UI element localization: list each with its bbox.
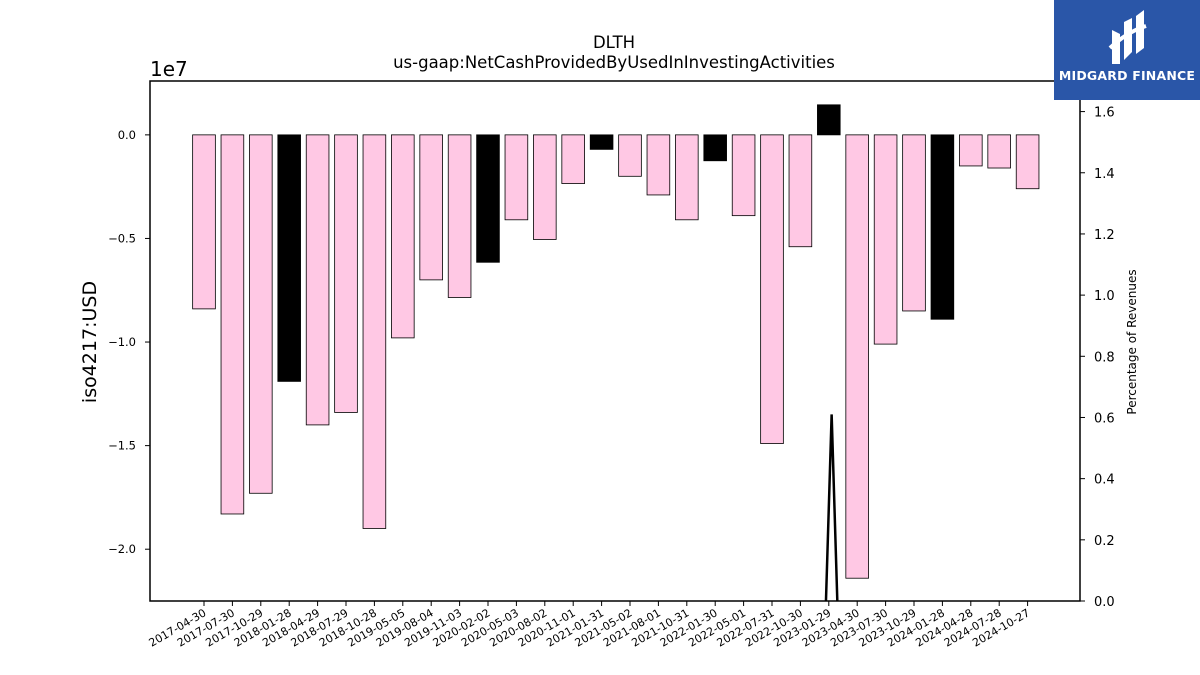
bar-2024-01-28 (930, 134, 955, 320)
x-ticks-group: 2017-04-302017-07-302017-10-292018-01-28… (147, 601, 1032, 650)
bar-2023-01-29 (817, 104, 841, 136)
y2-tick-label: 0.2 (1094, 534, 1115, 549)
bar-2021-01-31 (589, 134, 614, 150)
y-tick-label: −2.0 (108, 542, 136, 556)
bar-2017-10-29 (249, 134, 273, 494)
y2-tick-label: 1.4 (1094, 167, 1115, 182)
y2-tick-label: 1.0 (1094, 289, 1115, 304)
bars-group (192, 104, 1040, 579)
bar-2018-07-29 (334, 134, 358, 413)
midgard-logo-icon (1108, 10, 1147, 64)
y-tick-label: 0.0 (118, 128, 136, 142)
y2-ticks-group: 0.0 0.2 0.4 0.6 0.8 1.0 1.2 1.4 1.6 (1080, 106, 1115, 610)
bar-2022-10-30 (788, 134, 813, 248)
y2-tick-label: 0.8 (1094, 350, 1115, 365)
y-ticks-group: 0.0 −0.5 −1.0 −1.5 −2.0 (108, 128, 150, 556)
bar-2019-08-04 (419, 134, 443, 281)
y-offset-label: 1e7 (150, 57, 188, 81)
plot-frame (149, 80, 1081, 602)
y-tick-label: −0.5 (108, 231, 136, 245)
brand-name: MIDGARD FINANCE (1058, 68, 1196, 83)
bar-2017-04-30 (192, 134, 216, 310)
bar-2020-08-02 (533, 134, 557, 240)
bar-2018-01-28 (277, 134, 301, 382)
bar-2024-07-28 (987, 134, 1011, 169)
y2-tick-label: 0.4 (1094, 473, 1115, 488)
y2-tick-label: 1.2 (1094, 228, 1115, 243)
percentage-line (824, 414, 839, 602)
bar-2023-07-30 (873, 134, 898, 345)
chart-title: DLTH (593, 33, 635, 52)
bar-2019-11-03 (447, 134, 472, 298)
bar-2020-05-03 (504, 134, 529, 221)
y2-axis-label: Percentage of Revenues (1125, 269, 1139, 414)
y-tick-label: −1.5 (108, 439, 136, 453)
chart-subtitle: us-gaap:NetCashProvidedByUsedInInvesting… (393, 53, 835, 72)
percentage-line-group (824, 414, 839, 602)
bar-2019-05-05 (391, 134, 415, 339)
bar-2020-02-02 (476, 134, 500, 263)
bar-2021-08-01 (646, 134, 671, 196)
bar-2022-07-31 (760, 134, 784, 444)
bar-2017-07-30 (220, 134, 245, 515)
bar-2023-04-30 (845, 134, 869, 579)
brand-logo: MIDGARD FINANCE (1054, 0, 1200, 100)
y2-tick-label: 1.6 (1094, 106, 1115, 121)
y-axis-label: iso4217:USD (79, 281, 101, 403)
bar-2022-05-01 (731, 134, 756, 217)
bar-2023-10-29 (902, 134, 926, 312)
bar-2021-05-02 (618, 134, 642, 177)
bar-2018-10-28 (362, 134, 387, 529)
bar-2018-04-29 (305, 134, 330, 426)
y2-tick-label: 0.6 (1094, 411, 1115, 426)
y2-tick-label: 0.0 (1094, 595, 1115, 610)
bar-2024-04-28 (959, 134, 983, 167)
bar-2022-01-30 (703, 134, 727, 162)
bar-2020-11-01 (561, 134, 585, 184)
bar-2021-10-31 (675, 134, 699, 221)
y-tick-label: −1.0 (108, 335, 136, 349)
bar-2024-10-27 (1015, 134, 1040, 190)
